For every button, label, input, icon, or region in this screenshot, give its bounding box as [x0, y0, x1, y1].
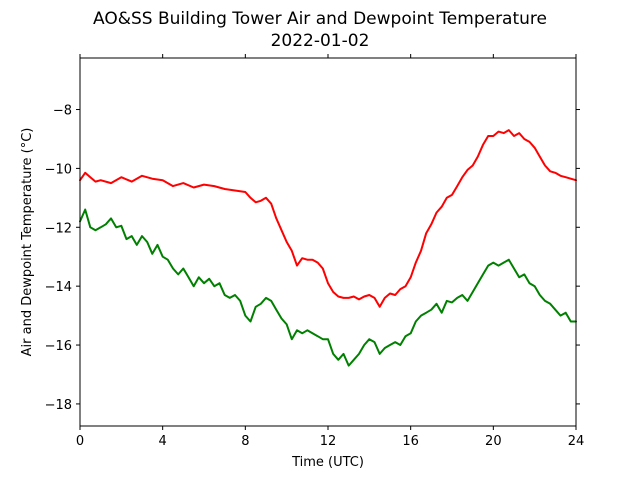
x-tick-label: 0 [76, 434, 84, 449]
y-tick-label: −8 [53, 104, 72, 119]
x-tick-label: 12 [320, 434, 337, 449]
dewpoint-temperature-line [79, 208, 577, 367]
chart-subtitle: 2022-01-02 [271, 31, 370, 51]
y-tick-label: −14 [45, 280, 72, 295]
x-axis-label: Time (UTC) [291, 455, 364, 470]
air-temperature-line [79, 129, 577, 308]
x-tick-label: 16 [402, 434, 419, 449]
y-tick-label: −12 [45, 221, 72, 236]
y-tick-label: −16 [45, 339, 72, 354]
ticks-layer: 0 4 8 12 16 20 24 −8 −10 −12 −14 −16 −18 [45, 54, 585, 449]
y-tick-label: −10 [45, 162, 72, 177]
plot-frame [79, 57, 577, 427]
chart-title: AO&SS Building Tower Air and Dewpoint Te… [93, 9, 547, 29]
series-layer [79, 129, 577, 367]
y-axis-label: Air and Dewpoint Temperature (°C) [20, 128, 35, 357]
x-tick-label: 20 [485, 434, 502, 449]
y-tick-label: −18 [45, 398, 72, 413]
x-tick-label: 4 [159, 434, 167, 449]
x-tick-label: 24 [568, 434, 585, 449]
x-tick-label: 8 [241, 434, 249, 449]
